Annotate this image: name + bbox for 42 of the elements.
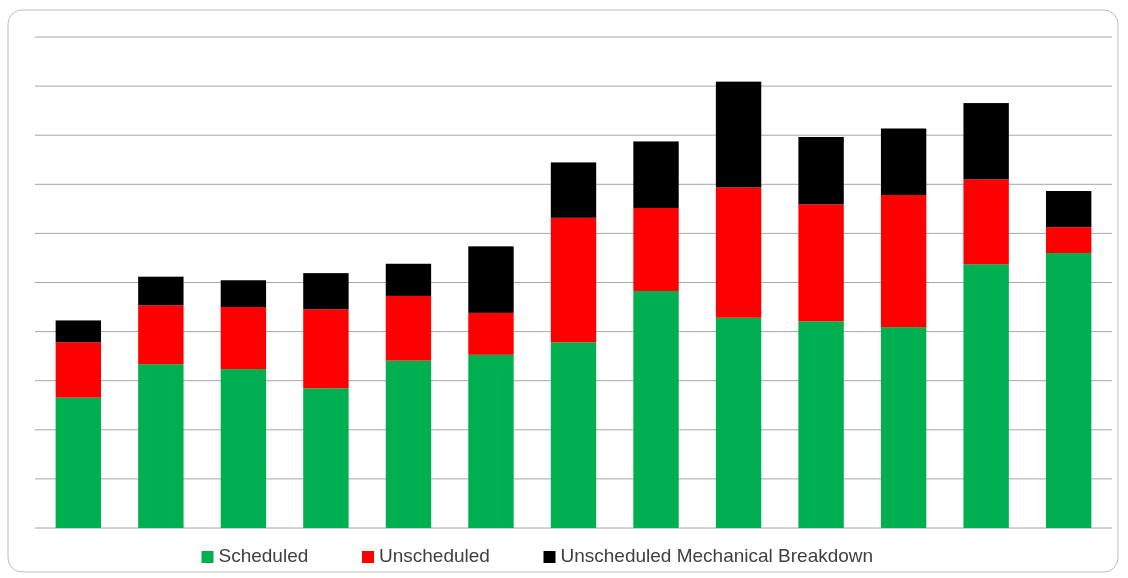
bar [55, 397, 102, 528]
legend-label: Unscheduled [379, 545, 490, 566]
bar [633, 290, 679, 528]
bar [1045, 227, 1092, 254]
bar [963, 264, 1009, 528]
bar [880, 128, 927, 196]
bar [220, 280, 267, 308]
bar [220, 307, 267, 370]
bar [798, 136, 844, 205]
legend-label: Scheduled [218, 545, 309, 566]
bar [715, 317, 762, 528]
bar [963, 103, 1009, 180]
legend-label: Unscheduled Mechanical Breakdown [560, 545, 874, 566]
bar [1045, 191, 1092, 228]
bar [385, 263, 432, 296]
bar [468, 246, 514, 313]
bar [633, 141, 679, 208]
bar [303, 388, 349, 528]
bar [550, 217, 597, 343]
bar [385, 360, 432, 528]
bar [303, 309, 349, 389]
bar [880, 327, 927, 528]
bar [55, 342, 102, 398]
bar [220, 369, 267, 528]
bar [715, 81, 762, 188]
bar [55, 320, 102, 343]
bar [550, 162, 597, 218]
bar [1045, 253, 1092, 528]
bar [715, 187, 762, 318]
bar [798, 204, 844, 322]
bar [798, 321, 844, 528]
bar [468, 312, 514, 355]
bar [138, 364, 184, 528]
bar [963, 179, 1009, 265]
bar [633, 207, 679, 291]
bar [138, 276, 184, 306]
bar [385, 295, 432, 361]
bar [550, 342, 597, 528]
bar [468, 354, 514, 528]
bar [138, 305, 184, 365]
bar [303, 273, 349, 310]
bar [880, 195, 927, 328]
